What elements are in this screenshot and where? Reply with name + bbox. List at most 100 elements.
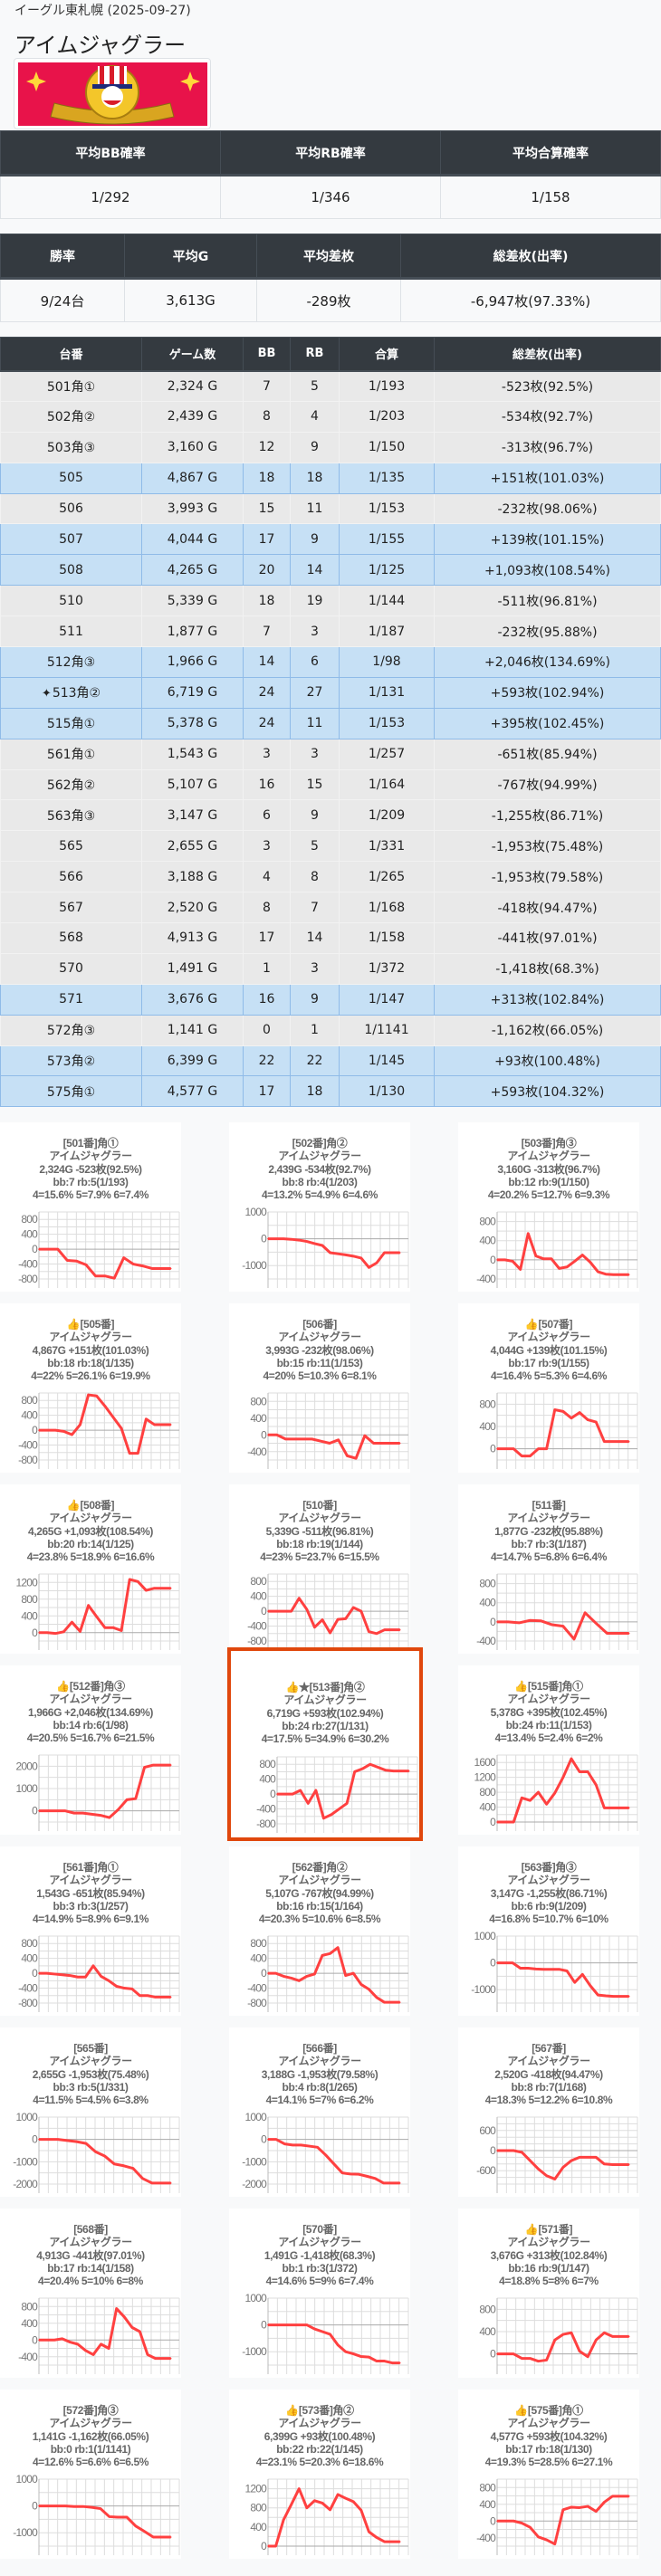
machine-no: 573角②	[0, 1045, 142, 1077]
total-prob: 1/209	[339, 799, 435, 832]
table-row[interactable]: 561角① 1,543 G 3 3 1/257 -651枚(85.94%)	[0, 738, 661, 770]
card-stats: 1,491G -1,418枚(68.3%)	[263, 2248, 376, 2262]
machine-card[interactable]: [510番] アイムジャグラー 5,339G -511枚(96.81%) bb:18 …	[229, 1484, 410, 1654]
y-tick-label: 800	[21, 1394, 38, 1407]
rb-count: 18	[290, 462, 340, 494]
table-row[interactable]: 510 5,339 G 18 19 1/144 -511枚(96.81%)	[0, 585, 661, 617]
games: 5,107 G	[141, 768, 244, 801]
data-point	[267, 1610, 269, 1612]
table-row[interactable]: 563角③ 3,147 G 6 9 1/209 -1,255枚(86.71%)	[0, 799, 661, 832]
machine-card[interactable]: [511番] アイムジャグラー 1,877G -232枚(95.88%) bb:7 r…	[458, 1484, 639, 1654]
table-row[interactable]: 506 3,993 G 15 11 1/153 -232枚(98.06%)	[0, 492, 661, 525]
table-row[interactable]: 511 1,877 G 7 3 1/187 -232枚(95.88%)	[0, 615, 661, 648]
machine-card[interactable]: [567番] アイムジャグラー 2,520G -418枚(94.47%) bb:8 r…	[458, 2027, 639, 2197]
machine-card[interactable]: 👍[573番]角② アイムジャグラー 6,399G +93枚(100.48%) bb:…	[229, 2390, 410, 2559]
diff-series-line	[497, 1961, 629, 1999]
table-row[interactable]: 568 4,913 G 17 14 1/158 -441枚(97.01%)	[0, 922, 661, 954]
machine-card[interactable]: 👍★[513番]角② アイムジャグラー 6,719G +593枚(102.94%) b…	[227, 1647, 423, 1841]
data-point	[311, 1438, 313, 1440]
diff-line-chart: 800 400 0 -400	[476, 1573, 638, 1650]
machine-card[interactable]: 👍[508番] アイムジャグラー 4,265G +1,093枚(108.54%) bb…	[0, 1484, 181, 1654]
data-point	[162, 1996, 164, 1999]
machine-card[interactable]: [561番]角① アイムジャグラー 1,543G -651枚(85.94%) bb:3…	[0, 1846, 181, 2016]
table-row[interactable]: 571 3,676 G 16 9 1/147 +313枚(102.84%)	[0, 983, 661, 1016]
page-title: アイムジャグラー	[14, 33, 187, 58]
value-avg-games: 3,613G	[124, 278, 257, 322]
card-bonus: bb:20 rb:14(1/125)	[47, 1537, 134, 1550]
machine-card[interactable]: [501番]角① アイムジャグラー 2,324G -523枚(92.5%) bb:7 …	[0, 1122, 181, 1292]
machine-card[interactable]: [562番]角② アイムジャグラー 5,107G -767枚(94.99%) bb:1…	[229, 1846, 410, 2016]
y-tick-label: -1000	[242, 2155, 267, 2168]
data-point	[283, 1975, 284, 1978]
machine-card[interactable]: [570番] アイムジャグラー 1,491G -1,418枚(68.3%) bb:1 …	[229, 2209, 410, 2378]
games-text: 2,520 G	[167, 900, 218, 915]
machine-card[interactable]: [502番]角② アイムジャグラー 2,439G -534枚(92.7%) bb:8 …	[229, 1122, 410, 1292]
table-row[interactable]: 508 4,265 G 20 14 1/125 +1,093枚(108.54%)	[0, 554, 661, 587]
machine-card[interactable]: [503番]角③ アイムジャグラー 3,160G -313枚(96.7%) bb:12…	[458, 1122, 639, 1292]
table-row[interactable]: 502角② 2,439 G 8 4 1/203 -534枚(92.7%)	[0, 400, 661, 433]
sparkles-icon: ✦	[41, 687, 52, 701]
machine-card[interactable]: [566番] アイムジャグラー 3,188G -1,953枚(79.58%) bb:4…	[229, 2027, 410, 2197]
machine-card[interactable]: [563番]角③ アイムジャグラー 3,147G -1,255枚(86.71%) bb…	[458, 1846, 639, 2016]
data-point	[38, 1631, 40, 1634]
table-row[interactable]: 565 2,655 G 3 5 1/331 -1,953枚(75.48%)	[0, 830, 661, 863]
table-row[interactable]: 505 4,867 G 18 18 1/135 +151枚(101.03%)	[0, 462, 661, 494]
machine-card[interactable]: 👍[515番]角① アイムジャグラー 5,378G +395枚(102.45%) bb…	[458, 1665, 639, 1835]
table-row[interactable]: 503角③ 3,160 G 12 9 1/150 -313枚(96.7%)	[0, 431, 661, 463]
card-bonus: bb:18 rb:18(1/135)	[47, 1356, 134, 1369]
data-point	[545, 2539, 548, 2541]
card-model: アイムジャグラー	[507, 1331, 590, 1344]
table-row[interactable]: 566 3,188 G 4 8 1/265 -1,953枚(79.58%)	[0, 861, 661, 893]
table-row[interactable]: 507 4,044 G 17 9 1/155 +139枚(101.15%)	[0, 523, 661, 556]
bb-count: 17	[243, 523, 291, 556]
machine-card[interactable]: [506番] アイムジャグラー 3,993G -232枚(98.06%) bb:15 …	[229, 1303, 410, 1473]
total-prob: 1/98	[339, 646, 435, 678]
table-row[interactable]: 573角② 6,399 G 22 22 1/145 +93枚(100.48%)	[0, 1045, 661, 1077]
card-bonus: bb:18 rb:19(1/144)	[276, 1537, 363, 1550]
data-point	[542, 1968, 545, 1970]
y-tick-label: 0	[261, 2133, 267, 2146]
table-row[interactable]: 512角③ 1,966 G 14 6 1/98 +2,046枚(134.69%)	[0, 646, 661, 678]
machine-card[interactable]: 👍[575番]角① アイムジャグラー 4,577G +593枚(104.32%) bb…	[458, 2390, 639, 2559]
machine-card[interactable]: 👍[512番]角③ アイムジャグラー 1,966G +2,046枚(134.69%)…	[0, 1665, 181, 1835]
data-point	[117, 1808, 120, 1811]
machine-card[interactable]: 👍[505番] アイムジャグラー 4,867G +151枚(101.03%) bb:1…	[0, 1303, 181, 1473]
data-point	[100, 1814, 101, 1817]
data-point	[518, 1622, 521, 1624]
rb-count-text: 3	[311, 747, 319, 762]
card-stats: 3,676G +313枚(102.84%)	[490, 2248, 608, 2262]
bb-count: 18	[243, 585, 291, 617]
table-row[interactable]: 501角① 2,324 G 7 5 1/193 -523枚(92.5%)	[0, 370, 661, 402]
machine-card[interactable]: 👍[507番] アイムジャグラー 4,044G +139枚(101.15%) bb:1…	[458, 1303, 639, 1473]
rb-count-text: 11	[306, 716, 323, 731]
data-point	[313, 2499, 316, 2502]
data-point	[298, 2487, 301, 2490]
rb-count: 9	[290, 983, 340, 1016]
table-row[interactable]: ✦513角② 6,719 G 24 27 1/131 +593枚(102.94%)	[0, 676, 661, 709]
table-row[interactable]: 567 2,520 G 8 7 1/168 -418枚(94.47%)	[0, 892, 661, 924]
table-row[interactable]: 570 1,491 G 1 3 1/372 -1,418枚(68.3%)	[0, 952, 661, 985]
machine-card[interactable]: [572番]角③ アイムジャグラー 1,141G -1,162枚(66.05%) bb…	[0, 2390, 181, 2559]
table-row[interactable]: 572角③ 1,141 G 0 1 1/1141 -1,162枚(66.05%)	[0, 1014, 661, 1046]
table-row[interactable]: 515角① 5,378 G 24 11 1/153 +395枚(102.45%)	[0, 707, 661, 739]
total-prob-text: 1/147	[368, 992, 406, 1007]
games: 4,044 G	[141, 523, 244, 556]
card-stats: 2,439G -534枚(92.7%)	[268, 1162, 371, 1176]
table-row[interactable]: 562角② 5,107 G 16 15 1/164 -767枚(94.99%)	[0, 768, 661, 801]
machine-card[interactable]: 👍[571番] アイムジャグラー 3,676G +313枚(102.84%) bb:1…	[458, 2209, 639, 2378]
card-model: アイムジャグラー	[507, 1693, 590, 1706]
table-row[interactable]: 575角① 4,577 G 17 18 1/130 +593枚(104.32%)	[0, 1075, 661, 1108]
machine-card[interactable]: [568番] アイムジャグラー 4,913G -441枚(97.01%) bb:17 …	[0, 2209, 181, 2378]
data-point	[38, 1809, 40, 1812]
card-title-text: [571番]	[538, 2223, 573, 2236]
total-diff-text: -232枚(98.06%)	[497, 502, 598, 517]
machine-no: ✦513角②	[0, 676, 142, 709]
data-point	[316, 2146, 319, 2149]
data-point	[627, 1440, 630, 1443]
y-tick-label: -2000	[242, 2178, 267, 2190]
games: 5,378 G	[141, 707, 244, 739]
rb-count: 5	[290, 370, 340, 402]
machine-card[interactable]: [565番] アイムジャグラー 2,655G -1,953枚(75.48%) bb:3…	[0, 2027, 181, 2197]
y-tick-label: 400	[479, 2498, 496, 2511]
card-title-text: [508番]	[80, 1499, 115, 1512]
